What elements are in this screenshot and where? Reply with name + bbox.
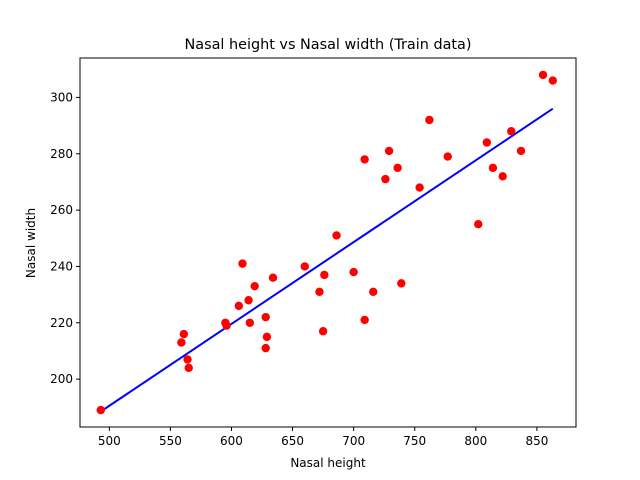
- chart-title: Nasal height vs Nasal width (Train data): [185, 37, 472, 53]
- data-point: [238, 259, 247, 268]
- x-axis-label: Nasal height: [290, 456, 366, 470]
- data-point: [482, 138, 492, 147]
- x-tick-label: 500: [98, 434, 121, 448]
- data-point: [516, 146, 526, 156]
- x-tick-label: 650: [281, 434, 304, 448]
- y-tick-label: 260: [50, 203, 73, 217]
- data-point: [507, 127, 516, 136]
- data-point: [538, 70, 548, 80]
- data-point: [179, 329, 189, 339]
- data-point: [415, 183, 424, 192]
- x-tick-label: 850: [525, 434, 548, 448]
- y-tick-label: 200: [50, 372, 73, 386]
- data-point: [268, 273, 278, 282]
- data-point: [369, 287, 378, 296]
- data-point: [250, 281, 259, 291]
- data-point: [177, 338, 186, 347]
- data-point: [474, 219, 483, 229]
- data-point: [332, 231, 341, 240]
- plot-area: [96, 70, 557, 415]
- data-point: [397, 279, 406, 288]
- data-point: [183, 355, 192, 364]
- data-point: [300, 262, 309, 271]
- x-tick-label: 600: [220, 434, 243, 448]
- data-point: [96, 405, 105, 415]
- data-point: [498, 172, 507, 181]
- data-point: [245, 318, 255, 327]
- y-tick-label: 280: [50, 147, 73, 161]
- data-point: [315, 287, 324, 296]
- y-tick-label: 220: [50, 316, 73, 330]
- data-point: [548, 76, 557, 85]
- data-point: [393, 163, 402, 173]
- x-tick-label: 550: [159, 434, 182, 448]
- data-point: [262, 332, 272, 342]
- data-point: [320, 270, 329, 280]
- data-point: [443, 152, 452, 161]
- data-point: [184, 363, 193, 373]
- x-tick-label: 800: [464, 434, 487, 448]
- data-point: [349, 267, 358, 277]
- y-tick-label: 300: [50, 90, 73, 104]
- data-point: [360, 155, 369, 164]
- data-point: [244, 296, 253, 305]
- data-point: [318, 327, 328, 336]
- data-point: [234, 301, 244, 311]
- y-axis: 200 220 240 260 280 300: [50, 90, 80, 386]
- x-tick-label: 700: [342, 434, 365, 448]
- regression-line: [100, 107, 554, 413]
- data-point: [261, 343, 270, 353]
- axes-frame: [79, 57, 577, 428]
- y-tick-label: 240: [50, 259, 73, 273]
- data-point: [425, 115, 434, 125]
- x-tick-label: 750: [403, 434, 426, 448]
- data-point: [384, 146, 394, 156]
- data-point: [488, 163, 498, 173]
- data-point: [360, 315, 369, 325]
- data-point: [222, 321, 231, 330]
- data-point: [261, 312, 270, 322]
- x-axis: 500 550 600 650 700 750 800 850: [98, 427, 548, 448]
- data-point: [381, 174, 390, 184]
- y-axis-label: Nasal width: [24, 208, 38, 278]
